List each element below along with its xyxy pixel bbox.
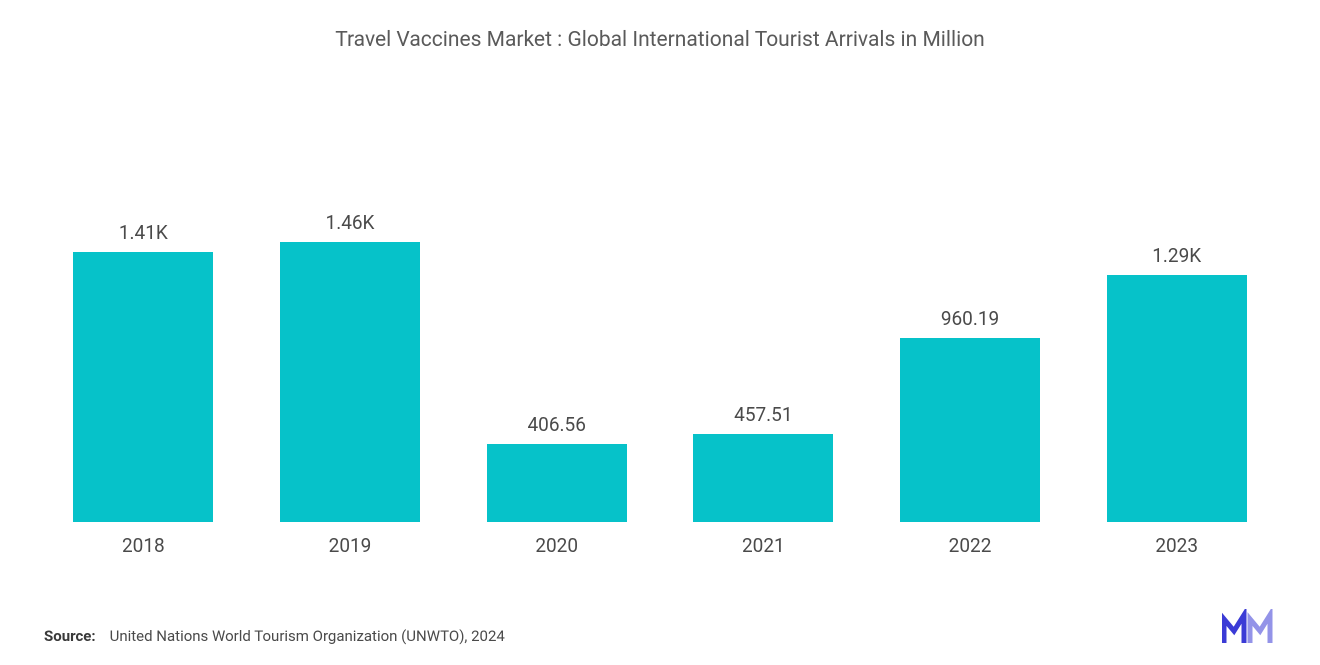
bar-group-2022: 960.19 <box>867 307 1074 522</box>
x-label: 2022 <box>867 534 1074 557</box>
bar-group-2020: 406.56 <box>453 413 660 522</box>
x-label: 2019 <box>247 534 454 557</box>
bar-group-2021: 457.51 <box>660 403 867 522</box>
bar <box>280 242 420 522</box>
x-label: 2021 <box>660 534 867 557</box>
bar <box>900 338 1040 522</box>
bars-container: 1.41K 1.46K 406.56 457.51 960.19 1.29K <box>40 92 1280 522</box>
bar-value: 1.29K <box>1152 244 1201 267</box>
chart-title: Travel Vaccines Market : Global Internat… <box>0 0 1320 62</box>
x-label: 2023 <box>1073 534 1280 557</box>
bar <box>73 252 213 522</box>
bar-group-2018: 1.41K <box>40 221 247 522</box>
source-line: Source: United Nations World Tourism Org… <box>44 627 505 645</box>
x-axis-labels: 2018 2019 2020 2021 2022 2023 <box>40 534 1280 557</box>
mordor-intelligence-logo-icon <box>1222 609 1276 645</box>
x-label: 2020 <box>453 534 660 557</box>
bar <box>487 444 627 522</box>
bar-group-2019: 1.46K <box>247 211 454 522</box>
bar-value: 457.51 <box>734 403 792 426</box>
source-text: United Nations World Tourism Organizatio… <box>110 627 505 645</box>
bar-group-2023: 1.29K <box>1073 244 1280 522</box>
bar <box>693 434 833 522</box>
source-label: Source: <box>44 627 96 645</box>
x-label: 2018 <box>40 534 247 557</box>
bar-value: 1.41K <box>119 221 168 244</box>
footer: Source: United Nations World Tourism Org… <box>0 609 1320 645</box>
bar-value: 960.19 <box>941 307 999 330</box>
chart-area: 1.41K 1.46K 406.56 457.51 960.19 1.29K 2… <box>0 62 1320 552</box>
bar-value: 406.56 <box>527 413 585 436</box>
bar-value: 1.46K <box>326 211 375 234</box>
bar <box>1107 275 1247 522</box>
